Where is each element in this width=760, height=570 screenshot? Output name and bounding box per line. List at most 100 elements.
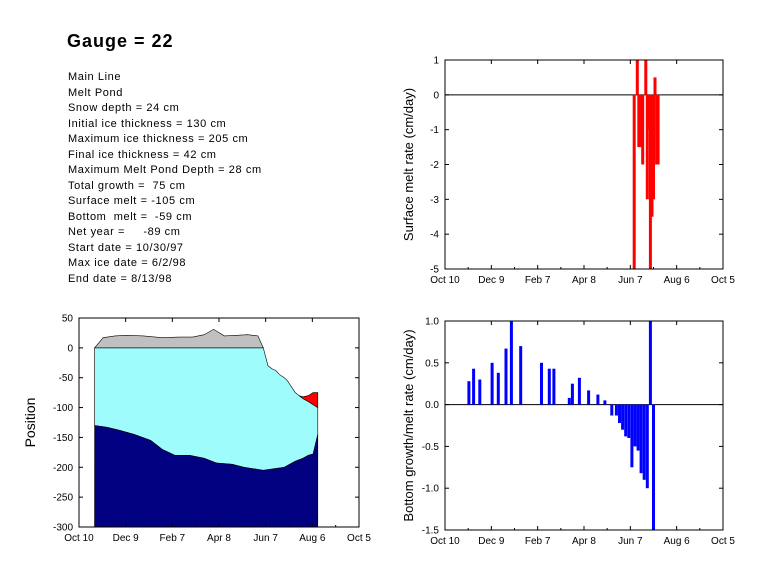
x-tick-label: Feb 7: [525, 536, 551, 547]
x-tick-label: Dec 9: [478, 275, 505, 286]
bar: [567, 397, 571, 405]
bar: [648, 321, 652, 405]
x-tick-label: Aug 6: [299, 533, 326, 544]
bar: [656, 94, 660, 165]
bar: [630, 404, 634, 468]
info-line: Main Line: [68, 71, 122, 83]
y-tick-label: 0: [433, 90, 439, 101]
info-line: Initial ice thickness = 130 cm: [68, 117, 227, 130]
info-line: Maximum ice thickness = 205 cm: [68, 133, 249, 145]
plot-area: [445, 60, 723, 269]
x-tick-label: Apr 8: [207, 533, 231, 544]
x-tick-label: Oct 10: [430, 536, 460, 547]
plot-frame: [444, 59, 724, 270]
y-tick-label: -1.0: [422, 484, 440, 495]
y-tick-label: -4: [430, 230, 439, 241]
snow-area: [93, 328, 264, 349]
x-tick-label: Apr 8: [572, 275, 596, 286]
bar: [624, 404, 628, 437]
y-tick-label: 1: [433, 56, 439, 67]
y-tick-label: -200: [53, 463, 73, 474]
x-tick-label: Aug 6: [664, 275, 691, 286]
x-tick-label: Oct 5: [347, 533, 371, 544]
gauge-title: Gauge = 22: [67, 31, 174, 51]
x-tick-label: Feb 7: [525, 275, 551, 286]
y-tick-label: -0.5: [422, 442, 440, 453]
bar: [519, 346, 523, 405]
info-line: Maximum Melt Pond Depth = 28 cm: [68, 164, 262, 176]
bar: [552, 368, 556, 405]
bar: [644, 60, 648, 95]
bar: [645, 404, 649, 489]
bar: [627, 404, 631, 438]
y-tick-label: 1.0: [425, 317, 439, 328]
x-tick-label: Dec 9: [478, 536, 505, 547]
chart-surface-melt: Oct 10 Dec 9 Feb 7 Apr 8 Jun 7 Aug 6 Oct 5 1 0 -1…: [401, 56, 735, 287]
bar: [547, 368, 551, 405]
bar: [509, 321, 513, 405]
bar: [504, 348, 508, 405]
y-tick-label: -300: [53, 523, 73, 534]
bar: [540, 362, 543, 405]
bar: [596, 394, 600, 405]
x-tick-label: Dec 9: [113, 533, 140, 544]
y-tick-label: -1.5: [422, 526, 440, 537]
x-tick-label: Aug 6: [664, 536, 691, 547]
bar: [652, 404, 655, 530]
bar: [490, 362, 494, 405]
y-tick-label: -1: [430, 125, 439, 136]
bar: [618, 404, 621, 423]
y-tick-label: -5: [430, 265, 439, 276]
bar: [637, 94, 641, 148]
bar: [633, 404, 637, 447]
x-tick-label: Jun 7: [618, 536, 643, 547]
bar: [641, 94, 645, 165]
bar: [587, 390, 591, 405]
y-tick-label: 50: [62, 314, 74, 325]
info-line: End date = 8/13/98: [68, 272, 173, 285]
y-tick-label: -100: [53, 403, 73, 414]
info-line: Surface melt = -105 cm: [68, 195, 196, 207]
bar: [636, 404, 640, 451]
x-tick-label: Oct 10: [64, 533, 94, 544]
info-line: Max ice date = 6/2/98: [68, 257, 187, 269]
y-axis-label: Surface melt rate (cm/day): [401, 88, 416, 241]
chart-position: Oct 10 Dec 9 Feb 7 Apr 8 Jun 7 Aug 6 Oct 5 50 0 -…: [22, 314, 371, 545]
info-line: Snow depth = 24 cm: [68, 102, 180, 114]
info-line: Bottom melt = -59 cm: [68, 210, 193, 223]
info-line: Net year = -89 cm: [68, 226, 181, 238]
info-line: Melt Pond: [68, 86, 123, 99]
bar: [635, 60, 639, 95]
x-tick-label: Jun 7: [253, 533, 278, 544]
y-axis-label: Position: [22, 398, 38, 448]
info-line: Total growth = 75 cm: [68, 179, 186, 192]
x-tick-label: Apr 8: [572, 536, 596, 547]
y-axis-label: Bottom growth/melt rate (cm/day): [401, 329, 416, 521]
bar: [577, 377, 581, 405]
bar: [645, 94, 649, 200]
y-tick-label: 0.5: [425, 358, 439, 369]
x-tick-label: Oct 5: [711, 536, 735, 547]
bar: [472, 368, 476, 405]
chart-bottom-melt: Oct 10 Dec 9 Feb 7 Apr 8 Jun 7 Aug 6 Oct 5 1.0 0…: [401, 317, 735, 548]
plot-area: [93, 328, 319, 527]
y-tick-label: -3: [430, 195, 439, 206]
y-tick-label: 0: [67, 343, 73, 354]
plot-frame: [444, 320, 724, 531]
info-line: Final ice thickness = 42 cm: [68, 148, 217, 161]
x-tick-label: Jun 7: [618, 275, 643, 286]
bar: [652, 94, 655, 200]
bar: [478, 379, 482, 405]
bar: [653, 77, 657, 95]
bar: [621, 404, 625, 430]
bar: [639, 404, 643, 474]
bar: [642, 404, 646, 480]
y-tick-label: -2: [430, 160, 439, 171]
melt-pond-area: [298, 392, 319, 409]
bar: [610, 404, 614, 416]
x-tick-label: Oct 10: [430, 275, 460, 286]
x-tick-label: Oct 5: [711, 275, 735, 286]
bar: [603, 400, 607, 405]
y-tick-label: 0.0: [425, 400, 439, 411]
